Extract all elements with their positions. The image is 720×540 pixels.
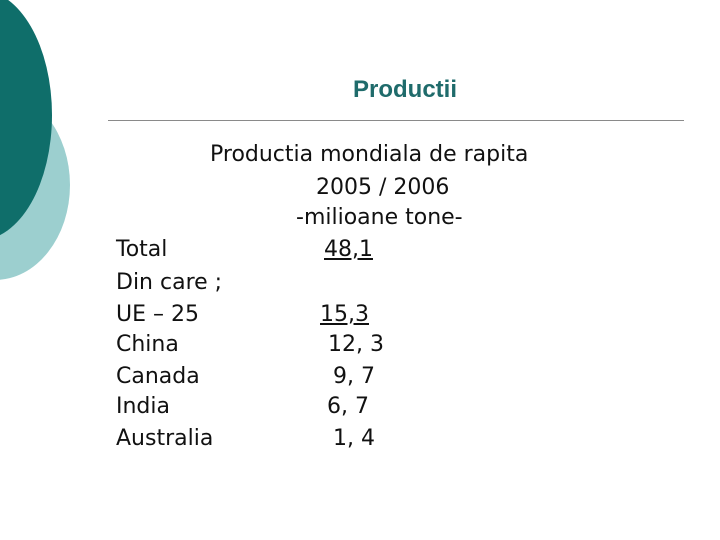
subtitle-line-2: 2005 / 2006 [316,175,450,200]
row-value-ue25: 15,3 [320,302,369,327]
row-value-total: 48,1 [324,237,373,262]
row-label-din-care: Din care ; [116,270,223,295]
row-value-india: 6, 7 [327,394,369,419]
row-label-total: Total [116,237,168,262]
title-divider [108,120,684,121]
row-value-australia: 1, 4 [333,426,375,451]
row-label-canada: Canada [116,364,200,389]
decorative-circles [0,0,70,280]
subtitle-line-3: -milioane tone- [296,205,463,230]
subtitle-line-1: Productia mondiala de rapita [210,142,529,167]
row-label-india: India [116,394,170,419]
decor-dark-circle [0,0,52,236]
row-value-canada: 9, 7 [333,364,375,389]
row-value-china: 12, 3 [328,332,384,357]
row-label-australia: Australia [116,426,214,451]
slide-title: Productii [352,76,457,103]
row-label-ue25: UE – 25 [116,302,199,327]
row-label-china: China [116,332,179,357]
